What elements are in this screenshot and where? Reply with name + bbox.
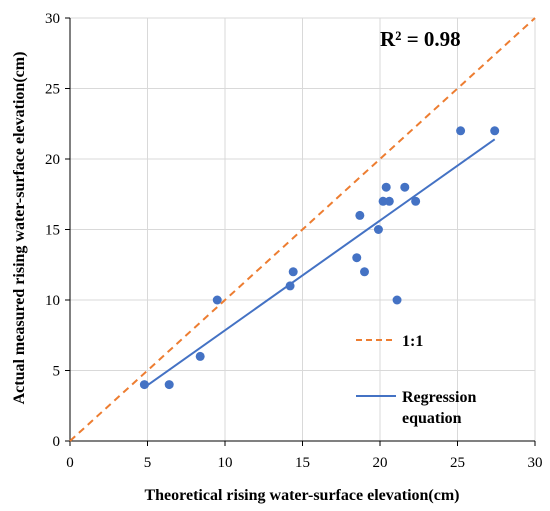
data-point	[392, 295, 402, 305]
data-point	[212, 295, 222, 305]
x-tick-label: 10	[218, 455, 233, 471]
x-tick-labels: 0 5 10 15 20 25 30	[66, 455, 542, 471]
data-point	[288, 267, 298, 277]
y-tick-label: 20	[45, 152, 60, 168]
y-tick-label: 0	[53, 434, 61, 450]
y-tick-label: 25	[45, 82, 60, 98]
series	[69, 17, 536, 442]
x-tick-label: 15	[295, 455, 310, 471]
y-tick-label: 10	[45, 293, 60, 309]
y-axis-title: Actual measured rising water-surface ele…	[11, 52, 28, 405]
axes	[65, 17, 536, 446]
data-point	[373, 225, 383, 234]
r-squared-annotation: R² = 0.98	[380, 27, 461, 51]
x-tick-label: 30	[528, 455, 543, 471]
x-axis-title: Theoretical rising water-surface elevati…	[144, 487, 459, 504]
regression-line	[143, 138, 496, 389]
data-point	[352, 253, 362, 263]
data-point	[384, 196, 394, 206]
y-tick-label: 5	[53, 364, 61, 380]
legend: 1:1 Regression equation	[356, 333, 476, 427]
x-tick-label: 0	[66, 455, 74, 471]
data-point	[355, 210, 365, 220]
one-to-one-line	[69, 17, 536, 442]
data-point	[164, 380, 174, 390]
x-tick-label: 25	[450, 455, 465, 471]
data-point	[411, 196, 421, 206]
data-point	[400, 182, 410, 192]
data-point	[360, 267, 369, 277]
y-tick-label: 30	[45, 11, 60, 27]
y-tick-label: 15	[45, 223, 60, 239]
y-tick-labels: 0 5 10 15 20 25 30	[45, 11, 60, 450]
data-point	[195, 351, 205, 361]
x-tick-label: 5	[144, 455, 152, 471]
x-tick-label: 20	[373, 455, 388, 471]
data-point	[378, 196, 388, 206]
legend-label: 1:1	[402, 333, 423, 350]
legend-label: Regression equation	[402, 389, 476, 427]
data-point	[456, 126, 466, 136]
data-point	[381, 182, 391, 192]
data-point	[490, 126, 500, 136]
